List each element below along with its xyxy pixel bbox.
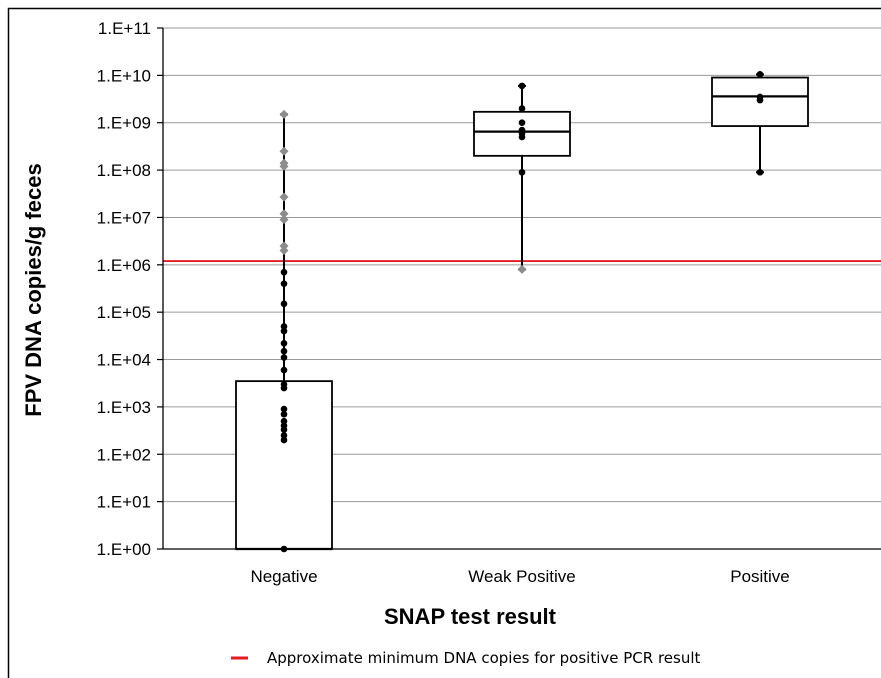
- data-point: [280, 280, 288, 287]
- outlier-point: [279, 215, 289, 225]
- data-point: [280, 436, 288, 444]
- data-point: [280, 410, 288, 418]
- outlier-point: [279, 158, 289, 168]
- x-category-label: Positive: [730, 567, 790, 586]
- y-tick-label: 1.E+03: [97, 398, 151, 417]
- y-tick-labels: 1.E+00 1.E+01 1.E+02 1.E+03 1.E+04 1.E+05 1.E+…: [97, 19, 151, 559]
- x-category-label: Negative: [250, 567, 317, 586]
- outlier-point: [517, 264, 527, 274]
- outlier-point: [279, 146, 289, 156]
- data-point: [280, 340, 288, 347]
- data-point: [280, 366, 288, 374]
- x-category-label: Weak Positive: [468, 567, 575, 586]
- data-point: [756, 71, 764, 78]
- data-point: [518, 105, 526, 112]
- y-tick-label: 1.E+09: [97, 114, 151, 133]
- data-point: [280, 422, 288, 430]
- outlier-point: [279, 192, 289, 202]
- outer-border: [7, 7, 881, 678]
- y-tick-label: 1.E+01: [97, 493, 151, 512]
- outlier-point: [279, 241, 289, 251]
- data-point: [518, 168, 526, 176]
- box-group: [711, 71, 809, 176]
- data-point: [756, 168, 764, 176]
- data-point: [756, 93, 764, 101]
- data-point: [280, 381, 288, 388]
- data-point: [280, 327, 288, 335]
- boxes-layer: [235, 71, 809, 553]
- y-tick-label: 1.E+06: [97, 256, 151, 275]
- data-point: [280, 354, 288, 361]
- data-point: [280, 300, 288, 308]
- y-tick-label: 1.E+02: [97, 445, 151, 464]
- axes: [157, 27, 881, 550]
- y-tick-label: 1.E+08: [97, 161, 151, 180]
- legend: Approximate minimum DNA copies for posit…: [231, 649, 701, 667]
- outlier-point: [279, 209, 289, 219]
- y-tick-label: 1.E+11: [98, 19, 151, 38]
- y-axis-title: FPV DNA copies/g feces: [21, 163, 46, 416]
- data-point: [280, 405, 288, 413]
- y-tick-label: 1.E+00: [97, 540, 151, 559]
- y-tick-label: 1.E+05: [97, 303, 151, 322]
- x-axis-title: SNAP test result: [384, 604, 557, 629]
- category-labels: Negative Weak Positive Positive: [250, 567, 789, 586]
- data-point: [280, 268, 288, 276]
- outlier-point: [279, 246, 289, 256]
- data-point: [280, 347, 288, 355]
- y-tick-label: 1.E+07: [97, 208, 151, 227]
- y-tick-label: 1.E+04: [97, 351, 151, 370]
- data-point: [518, 82, 526, 90]
- data-point: [280, 417, 288, 425]
- box-group: [473, 82, 571, 274]
- data-point: [280, 432, 288, 439]
- data-point: [518, 126, 526, 134]
- data-point: [280, 323, 288, 330]
- data-point: [518, 119, 526, 127]
- y-tick-label: 1.E+10: [97, 66, 151, 85]
- legend-label: Approximate minimum DNA copies for posit…: [267, 649, 701, 667]
- outlier-point: [279, 109, 289, 119]
